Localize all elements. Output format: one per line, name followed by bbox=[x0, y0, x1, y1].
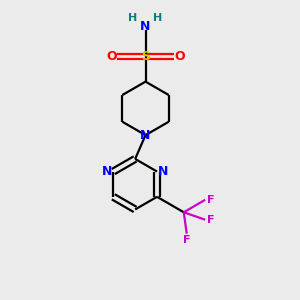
Text: H: H bbox=[153, 13, 163, 23]
Text: H: H bbox=[128, 13, 138, 23]
Text: N: N bbox=[158, 165, 169, 178]
Text: N: N bbox=[140, 20, 151, 33]
Text: S: S bbox=[141, 50, 150, 63]
Text: F: F bbox=[207, 215, 214, 225]
Text: F: F bbox=[207, 195, 214, 205]
Text: N: N bbox=[140, 129, 151, 142]
Text: F: F bbox=[183, 235, 190, 245]
Text: O: O bbox=[174, 50, 185, 63]
Text: O: O bbox=[106, 50, 117, 63]
Text: N: N bbox=[101, 165, 112, 178]
